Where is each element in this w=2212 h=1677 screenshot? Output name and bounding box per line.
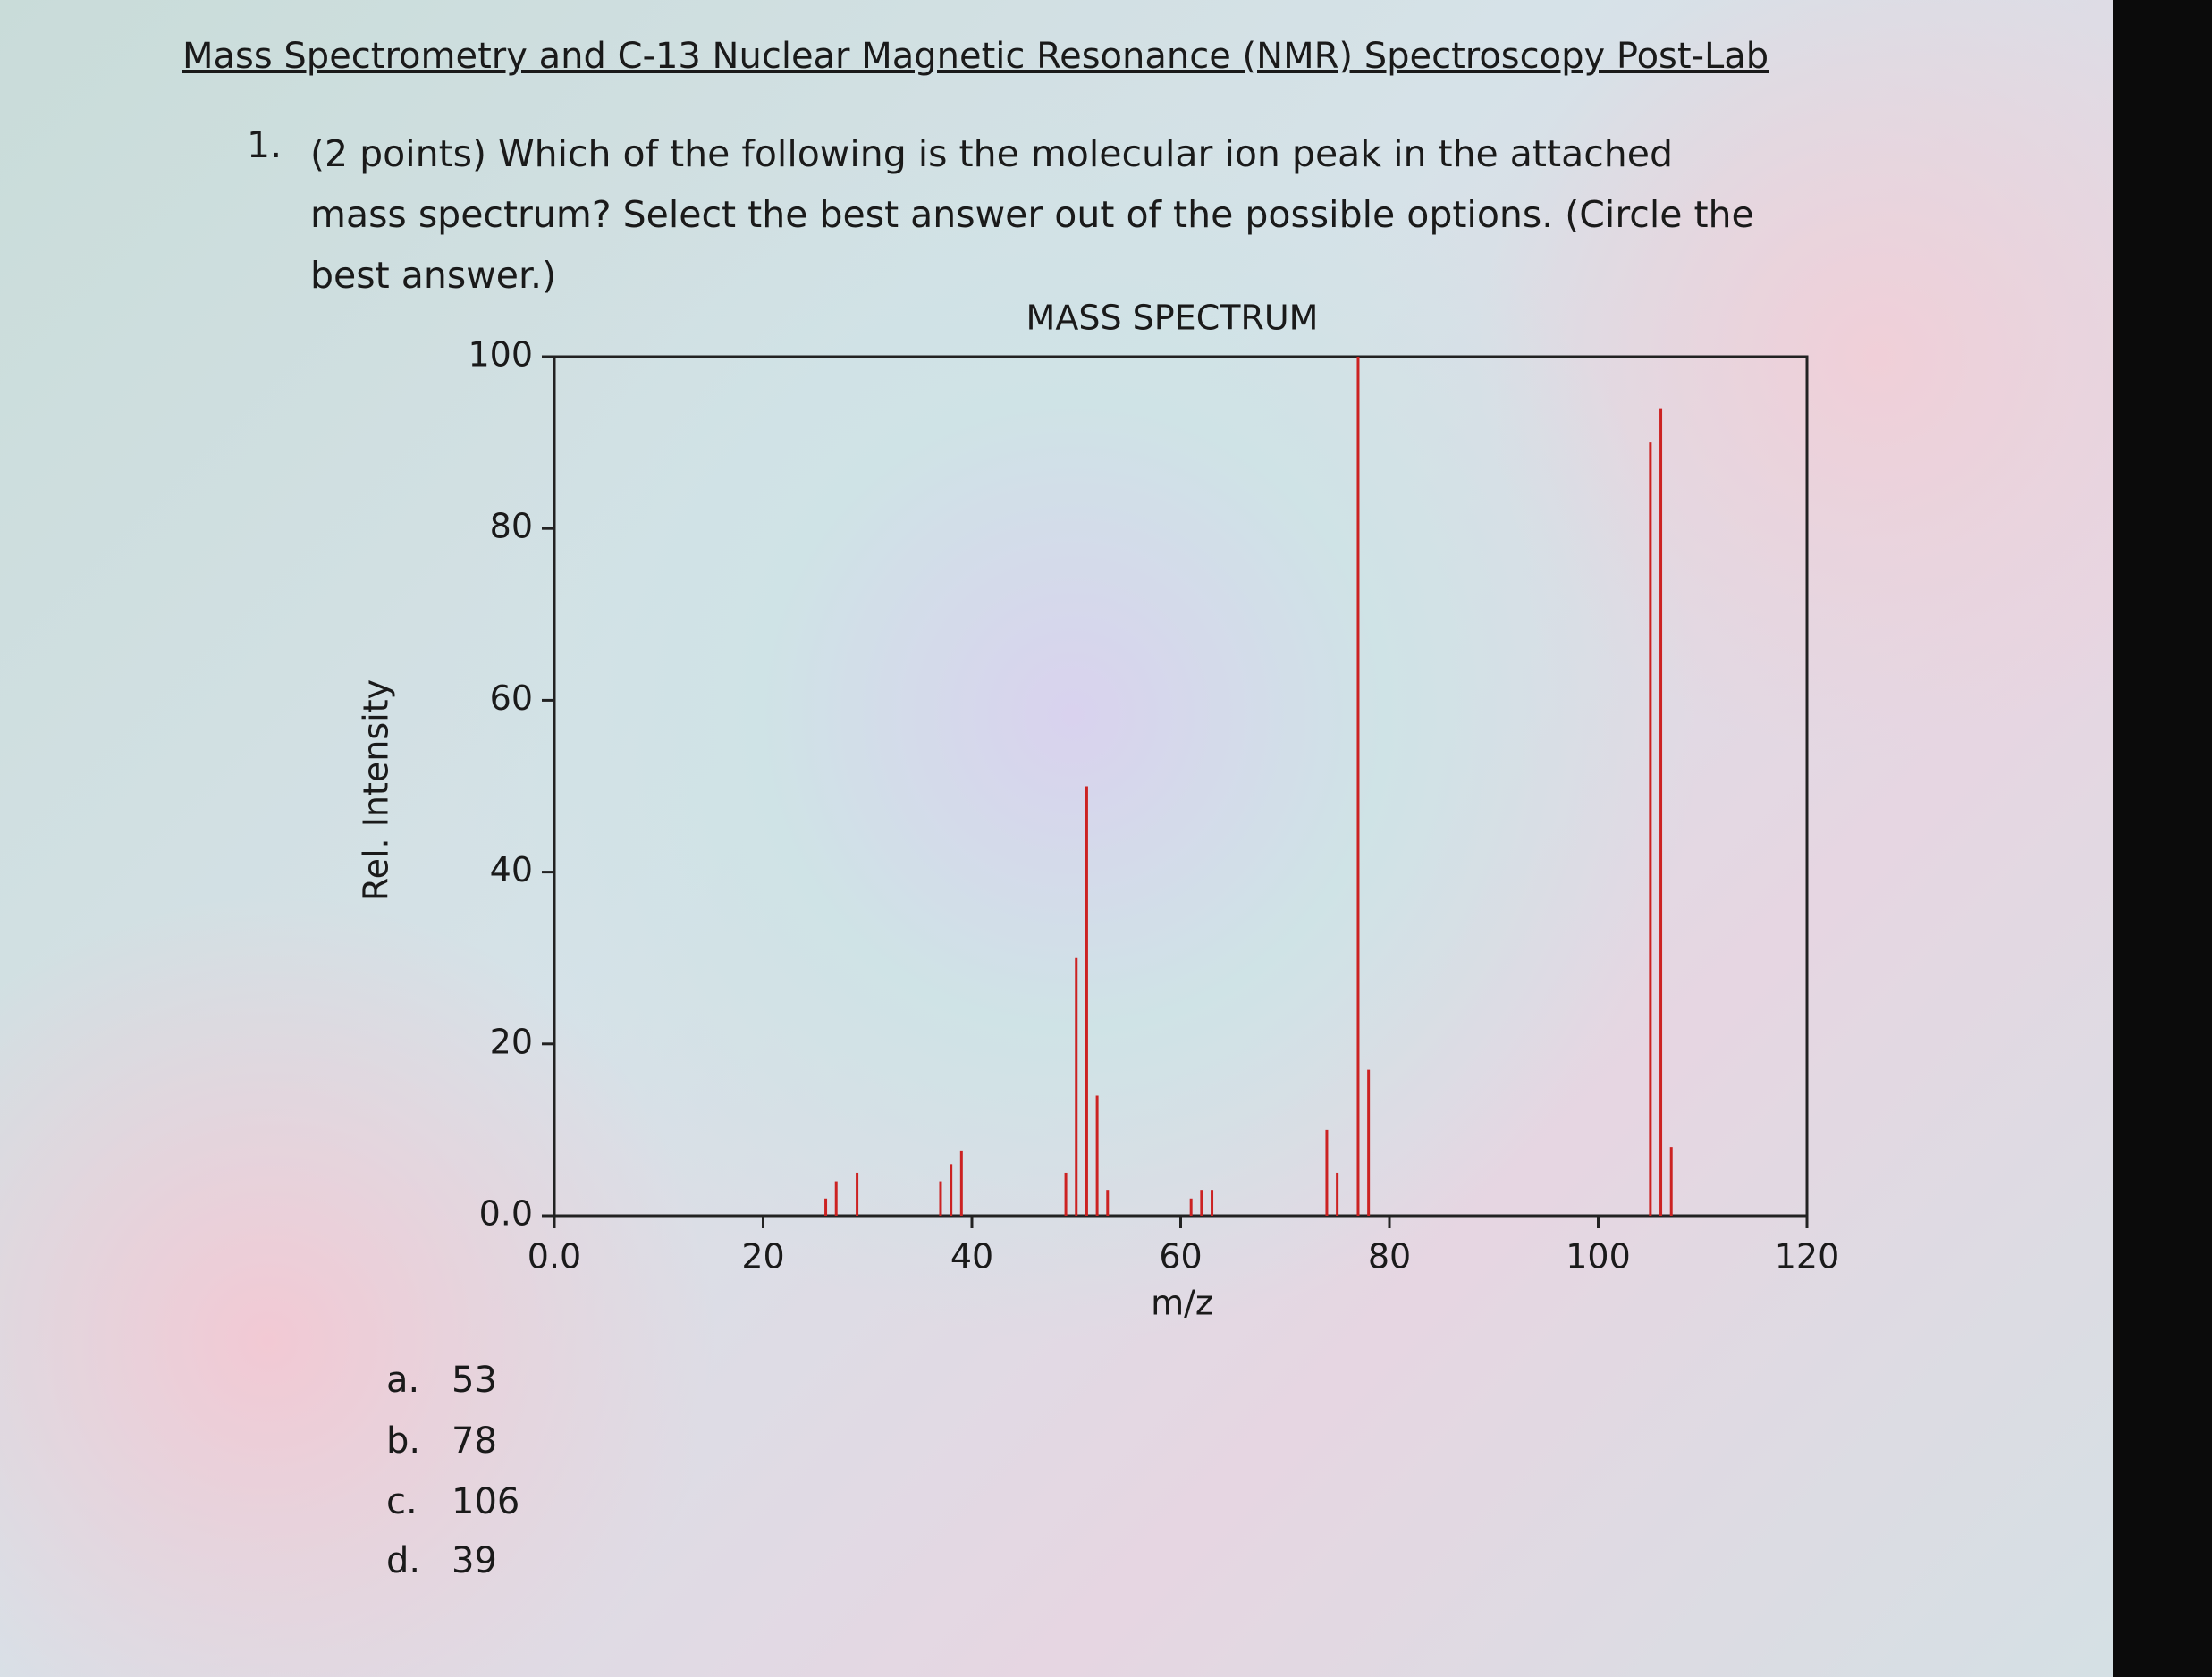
x-tick-label: 100: [1566, 1237, 1631, 1277]
x-tick-label: 80: [1368, 1237, 1411, 1277]
x-tick-label: 60: [1159, 1237, 1202, 1277]
y-tick-label: 0.0: [479, 1194, 533, 1234]
page-title: Mass Spectrometry and C-13 Nuclear Magne…: [182, 36, 1769, 77]
plot-frame: [553, 355, 1809, 1218]
y-tick-label: 80: [490, 507, 533, 546]
x-tick-label: 120: [1775, 1237, 1840, 1277]
screen-edge: [2113, 0, 2212, 1677]
question-number: 1.: [247, 123, 283, 166]
option-letter: c.: [386, 1481, 418, 1522]
y-tick-label: 40: [490, 850, 533, 889]
option-text: 106: [452, 1481, 520, 1522]
option-letter: d.: [386, 1540, 421, 1581]
option-letter: b.: [386, 1420, 421, 1462]
x-tick-label: 0.0: [528, 1237, 581, 1277]
y-tick-label: 60: [490, 678, 533, 718]
y-tick-label: 100: [468, 335, 533, 375]
x-tick-label: 20: [741, 1237, 784, 1277]
y-tick-label: 20: [490, 1022, 533, 1061]
option-letter: a.: [386, 1360, 420, 1401]
x-tick-label: 40: [950, 1237, 993, 1277]
chart-title: MASS SPECTRUM: [1026, 299, 1319, 338]
option-text: 78: [452, 1420, 497, 1462]
x-axis-label: m/z: [1151, 1284, 1213, 1323]
option-text: 53: [452, 1360, 497, 1401]
y-axis-label: Rel. Intensity: [357, 679, 396, 901]
question-text: (2 points) Which of the following is the…: [310, 132, 1754, 297]
option-text: 39: [452, 1540, 497, 1581]
